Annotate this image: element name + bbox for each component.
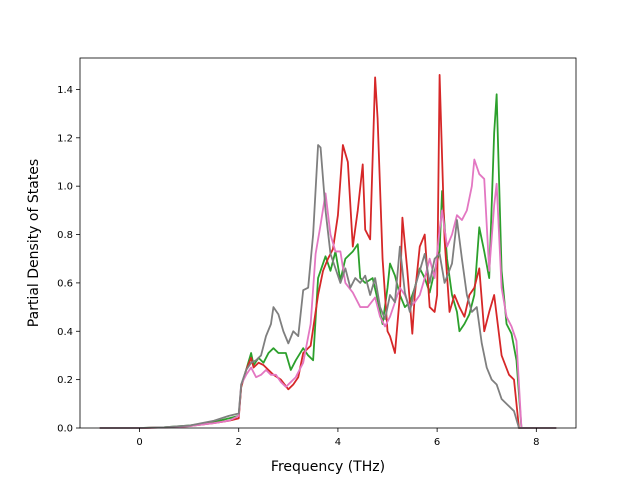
series-layer	[99, 74, 557, 429]
y-tick-label: 0.2	[57, 375, 73, 386]
y-tick-label: 0.8	[57, 230, 73, 241]
x-tick-label: 8	[533, 437, 539, 448]
plot-frame	[79, 57, 577, 429]
x-axis-label: Frequency (THz)	[271, 459, 385, 475]
y-tick-label: 1.2	[57, 133, 73, 144]
y-ticks: 0.0 0.2 0.4 0.6 0.8 1.0 1.2 1.4	[57, 85, 80, 435]
y-axis-label: Partial Density of States	[26, 159, 42, 327]
y-tick-label: 0.0	[57, 424, 73, 435]
y-tick-label: 0.4	[57, 327, 73, 338]
series-line-1	[99, 93, 557, 429]
x-tick-label: 6	[434, 437, 440, 448]
x-tick-label: 2	[236, 437, 242, 448]
x-tick-label: 0	[136, 437, 142, 448]
series-line-4	[99, 144, 557, 429]
y-tick-label: 1.0	[57, 182, 73, 193]
x-ticks: 0 2 4 6 8	[136, 428, 540, 448]
series-line-2	[99, 74, 557, 429]
y-tick-label: 0.6	[57, 278, 73, 289]
y-tick-label: 1.4	[57, 85, 73, 96]
x-tick-label: 4	[335, 437, 341, 448]
series-line-3	[99, 158, 557, 429]
